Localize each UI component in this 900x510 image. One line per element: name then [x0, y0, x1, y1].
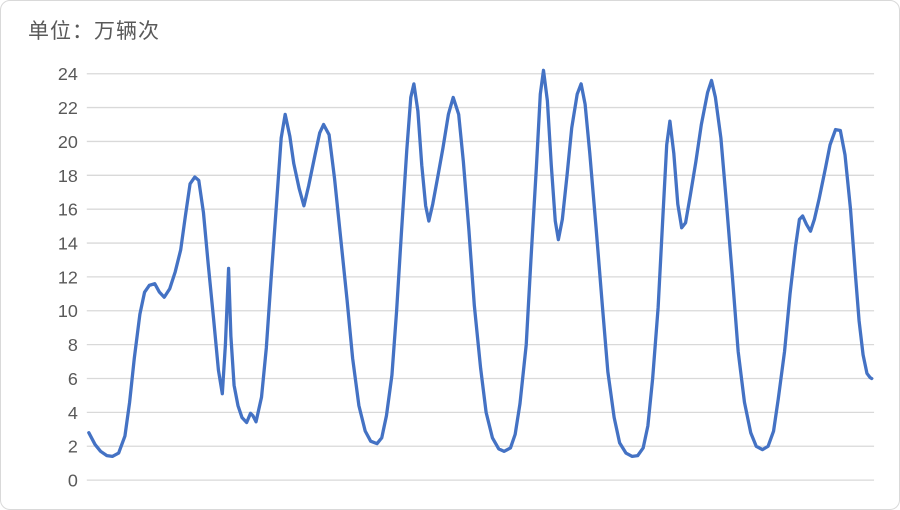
- y-tick-label: 24: [58, 64, 78, 84]
- y-tick-label: 2: [68, 437, 78, 457]
- gridlines: [86, 73, 875, 481]
- y-tick-label: 0: [68, 471, 78, 491]
- y-tick-label: 16: [58, 200, 78, 220]
- y-tick-label: 6: [68, 369, 78, 389]
- y-tick-label: 22: [58, 98, 78, 118]
- y-tick-label: 18: [58, 166, 78, 186]
- y-tick-label: 12: [58, 267, 78, 287]
- y-tick-label: 10: [58, 301, 78, 321]
- unit-label: 单位：万辆次: [28, 20, 160, 43]
- data-series-line: [87, 68, 874, 459]
- y-tick-label: 20: [58, 132, 78, 152]
- y-tick-label: 14: [58, 234, 78, 254]
- y-tick-label: 8: [68, 335, 78, 355]
- y-tick-label: 4: [68, 403, 78, 423]
